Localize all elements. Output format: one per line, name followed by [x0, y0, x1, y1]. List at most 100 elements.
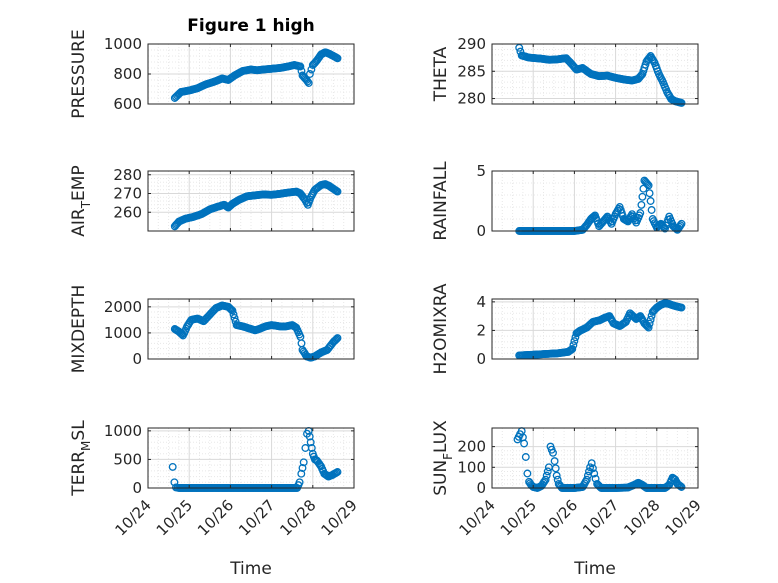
x-tick-label: 10/26 [538, 496, 581, 539]
data-point [677, 483, 686, 491]
series-air_temp [170, 180, 342, 231]
data-point [523, 469, 532, 478]
x-tick-label: 10/28 [620, 496, 663, 539]
y-tick-label: 0 [476, 479, 486, 497]
data-point [645, 319, 654, 328]
y-tick-label: 1000 [104, 35, 142, 53]
data-point [306, 438, 315, 447]
axes-box [491, 43, 699, 105]
data-point [331, 336, 340, 345]
data-point [228, 306, 237, 315]
y-tick-label: 270 [113, 185, 142, 203]
y-tick-label: 1000 [104, 324, 142, 342]
x-tick-label: 10/25 [497, 496, 540, 539]
data-point [549, 448, 557, 457]
data-point [677, 219, 686, 228]
x-axis-label-left: Time [229, 559, 272, 579]
data-point [570, 337, 579, 346]
data-point [298, 464, 307, 472]
data-point [590, 469, 599, 478]
y-tick-label: 5 [476, 162, 486, 180]
data-point [541, 475, 550, 484]
data-point [299, 458, 308, 467]
data-point [303, 77, 312, 86]
series-h2omixra [515, 299, 686, 360]
x-axis-label-right: Time [573, 559, 616, 579]
y-tick-label: 800 [113, 65, 142, 83]
subplot-mixdepth: 0 1000 2000 MIXDEPTH [69, 285, 355, 374]
x-tick-label: 10/27 [579, 496, 622, 539]
data-point [297, 469, 306, 478]
y-tick-label: 0 [132, 350, 142, 368]
data-point [550, 457, 559, 466]
y-tick-label: 280 [113, 166, 142, 184]
y-axis-label: MIXDEPTH [69, 285, 89, 374]
y-label-main: TERR [69, 451, 89, 497]
y-tick-label: 200 [457, 438, 486, 456]
data-point [520, 439, 529, 448]
axes-box [147, 170, 355, 232]
y-axis-label: THETA [431, 46, 451, 102]
data-point [333, 468, 342, 476]
y-tick-label: 0 [476, 350, 486, 368]
data-point [296, 62, 305, 71]
axes-box [491, 298, 699, 360]
data-point [295, 478, 304, 487]
data-point [647, 311, 656, 320]
figure-title: Figure 1 high [187, 16, 315, 36]
y-axis-label: TERRMSL [69, 420, 93, 497]
data-point [230, 313, 239, 322]
x-tick-label: 10/24 [112, 496, 155, 539]
y-tick-label: 0 [476, 222, 486, 240]
y-label-subscript: T [79, 200, 93, 209]
y-axis-label: PRESSURE [69, 29, 89, 118]
y-tick-label: 260 [113, 203, 142, 221]
axes-box [147, 427, 355, 489]
y-tick-label: 2000 [104, 298, 142, 316]
subplot-h2omixra: 0 2 4 H2OMIXRA [431, 283, 699, 375]
data-point [305, 432, 314, 441]
data-point [333, 54, 342, 63]
data-point [332, 335, 341, 344]
y-tick-label: 100 [457, 458, 486, 476]
data-point [333, 334, 342, 343]
series-mixdepth [170, 301, 342, 362]
x-tick-label: 10/29 [318, 496, 361, 539]
data-point [543, 467, 552, 476]
x-tick-label: 10/26 [194, 496, 237, 539]
data-point [637, 200, 646, 209]
subplot-terr_msl: 0 500 1000 TERRMSL 10/2410/2510/2610/2710/28… [69, 420, 361, 540]
y-label-subscript: M [79, 441, 93, 451]
data-point [307, 444, 316, 452]
data-point [333, 187, 342, 196]
data-point [646, 197, 655, 205]
subplot-sun_flux: 0100200SUNFLUX10/2410/2510/2610/2710/281… [431, 420, 705, 540]
data-point [638, 192, 647, 201]
data-point [645, 189, 654, 198]
data-point [644, 181, 653, 190]
y-axis-label: H2OMIXRA [431, 283, 451, 374]
data-point [305, 70, 314, 78]
data-point [316, 460, 324, 469]
data-point [647, 206, 656, 214]
data-point [646, 315, 655, 324]
y-label-tail: SL [69, 420, 89, 441]
data-point [229, 310, 238, 319]
data-point [521, 453, 530, 461]
data-point [636, 209, 645, 217]
x-tick-label: 10/29 [662, 496, 705, 539]
data-point [582, 475, 591, 484]
data-point [168, 462, 177, 471]
y-tick-label: 280 [457, 90, 486, 108]
data-point [642, 179, 651, 187]
y-tick-label: 500 [113, 450, 142, 468]
data-point [588, 464, 597, 473]
data-point [676, 221, 685, 230]
x-tick-label: 10/28 [276, 496, 319, 539]
data-point [676, 482, 685, 491]
data-point [677, 98, 686, 107]
subplot-theta: 280 285 290 THETA [431, 35, 699, 108]
x-tick-label: 10/25 [153, 496, 196, 539]
data-point [637, 71, 646, 80]
y-label-main: AIR [69, 208, 89, 237]
